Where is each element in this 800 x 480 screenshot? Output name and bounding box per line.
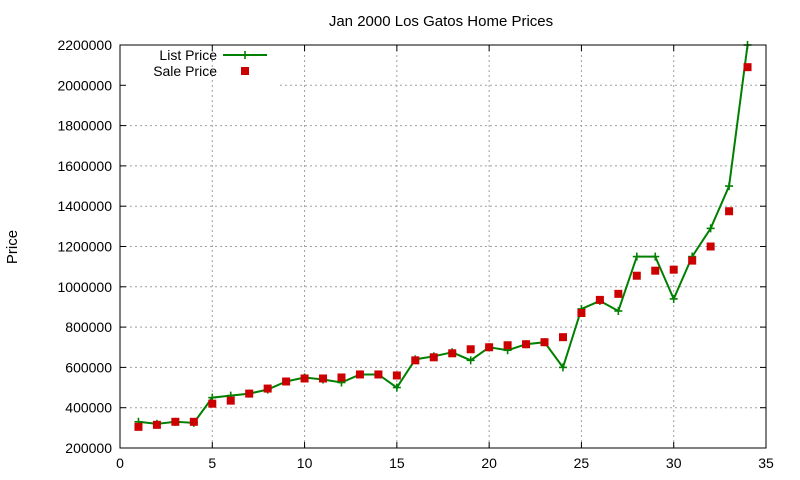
- list-price-point: [466, 356, 475, 365]
- list-price-point: [392, 383, 401, 392]
- sale-price-point: [263, 384, 272, 393]
- sale-price-point: [337, 373, 346, 382]
- list-price-point: [725, 182, 734, 191]
- legend-label-sale-price: Sale Price: [153, 63, 217, 79]
- sale-price-point: [411, 356, 420, 365]
- list-price-point: [614, 306, 623, 315]
- sale-price-point: [208, 399, 217, 408]
- list-price-line: [138, 44, 749, 425]
- sale-price-point: [558, 333, 567, 342]
- y-tick-label: 1200000: [57, 239, 112, 255]
- sale-price-point: [577, 308, 586, 317]
- x-tick-label: 5: [208, 455, 216, 471]
- sale-price-point: [392, 371, 401, 380]
- y-tick-label: 400000: [65, 400, 112, 416]
- sale-price-point: [743, 63, 752, 72]
- sale-price-point: [245, 389, 254, 398]
- sale-price-point: [189, 417, 198, 426]
- sale-price-point: [651, 266, 660, 275]
- plot-frame: [119, 44, 767, 449]
- y-tick-label: 1600000: [57, 158, 112, 174]
- sale-price-point: [540, 338, 549, 347]
- sale-price-point: [669, 265, 678, 274]
- x-tick-label: 35: [758, 455, 774, 471]
- sale-price-point: [466, 345, 475, 354]
- list-price-point: [632, 252, 641, 261]
- sale-price-point: [448, 349, 457, 358]
- legend-label-list-price: List Price: [159, 47, 217, 63]
- legend-sample-sale-price: [241, 67, 249, 75]
- y-tick-label: 600000: [65, 359, 112, 375]
- sale-price-point: [226, 396, 235, 405]
- sale-price-point: [688, 256, 697, 265]
- sale-price-point: [282, 377, 291, 386]
- legend: List Price Sale Price: [153, 47, 267, 79]
- sale-price-point: [374, 370, 383, 379]
- y-tick-label: 2200000: [57, 37, 112, 53]
- sale-price-point: [152, 420, 161, 429]
- sale-price-point: [595, 295, 604, 304]
- sale-price-point: [134, 422, 143, 431]
- legend-marker-list-price: [241, 51, 249, 59]
- x-tick-label: 30: [666, 455, 682, 471]
- series-layer: [134, 41, 752, 431]
- sale-price-point: [725, 207, 734, 216]
- sale-price-point: [503, 341, 512, 350]
- sale-price-point: [355, 370, 364, 379]
- sale-price-point: [319, 374, 328, 383]
- sale-price-point: [706, 242, 715, 251]
- x-tick-label: 0: [116, 455, 124, 471]
- sale-price-point: [171, 417, 180, 426]
- list-price-point: [558, 363, 567, 372]
- sale-price-point: [429, 353, 438, 362]
- y-tick-label: 800000: [65, 319, 112, 335]
- list-price-point: [651, 252, 660, 261]
- list-price-point: [706, 224, 715, 233]
- axis-ticks: 0 5 10 15 20 25 30 35 200000 400000 600000 800000 10…: [57, 37, 774, 471]
- x-tick-label: 10: [297, 455, 313, 471]
- y-tick-label: 200000: [65, 440, 112, 456]
- sale-price-point: [522, 340, 531, 349]
- sale-price-point: [300, 374, 309, 383]
- sale-price-point: [632, 271, 641, 280]
- x-tick-label: 25: [574, 455, 590, 471]
- y-tick-label: 1000000: [57, 279, 112, 295]
- y-axis-title: Price: [4, 230, 21, 264]
- grid-lines: [120, 45, 766, 448]
- y-tick-label: 2000000: [57, 77, 112, 93]
- chart-title: Jan 2000 Los Gatos Home Prices: [329, 13, 553, 30]
- y-tick-label: 1800000: [57, 118, 112, 134]
- sale-price-point: [614, 289, 623, 298]
- y-tick-label: 1400000: [57, 198, 112, 214]
- sale-price-point: [485, 343, 494, 352]
- list-price-point: [669, 294, 678, 303]
- x-tick-label: 15: [389, 455, 405, 471]
- x-tick-label: 20: [481, 455, 497, 471]
